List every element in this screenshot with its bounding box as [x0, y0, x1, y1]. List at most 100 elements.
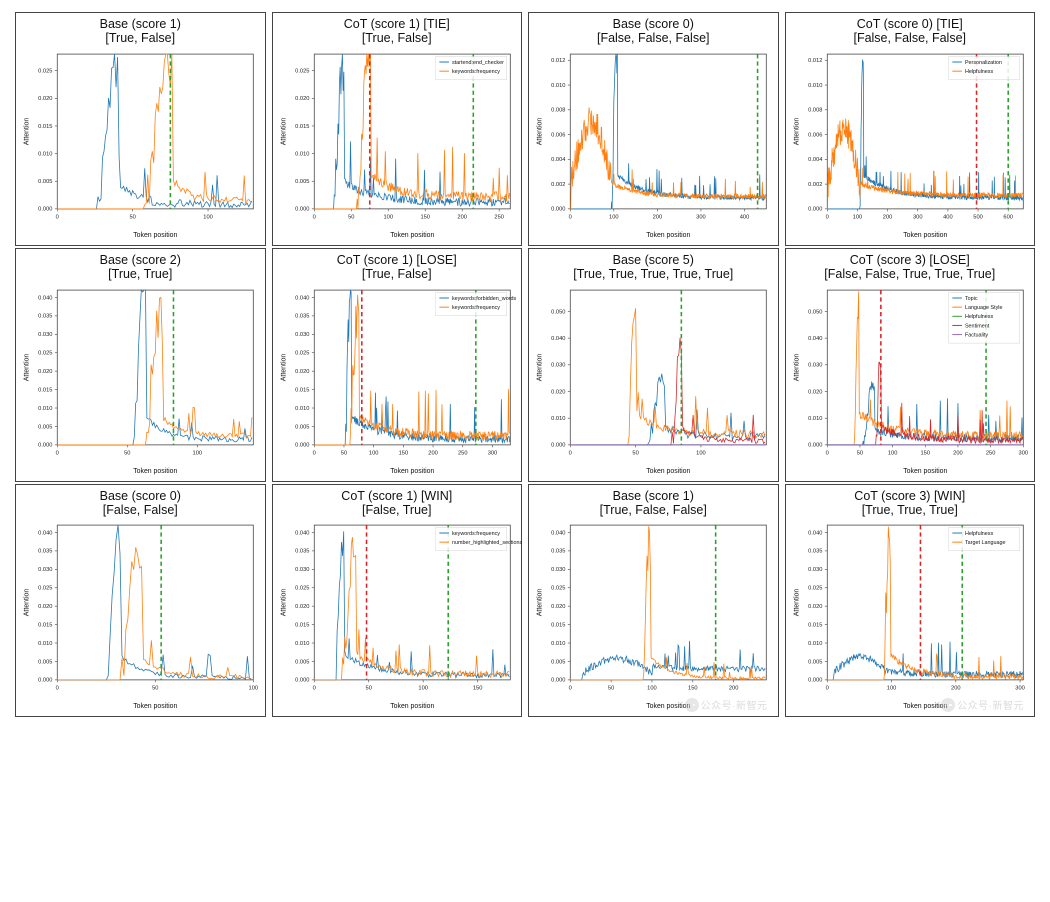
- svg-text:Target Language: Target Language: [964, 540, 1005, 546]
- svg-text:0.015: 0.015: [808, 623, 822, 629]
- svg-text:0.000: 0.000: [295, 206, 309, 212]
- chart-title-a6: CoT (score 1) [WIN] [False, True]: [277, 489, 518, 518]
- attention-trace-grid: Base (score 1) [True, False] 0.000 0.005 0.0…: [15, 12, 1035, 717]
- chart-panel-a4: CoT (score 1) [LOSE] [True, False] 0.000 0.…: [272, 248, 523, 482]
- svg-text:0.030: 0.030: [38, 567, 52, 573]
- chart-panel-b6: CoT (score 3) [WIN] [True, True, True] 0.0…: [785, 484, 1036, 718]
- svg-text:150: 150: [688, 686, 698, 692]
- svg-text:0: 0: [56, 686, 59, 692]
- svg-text:Personalization: Personalization: [964, 60, 1001, 66]
- chart-title-b1: Base (score 0) [False, False, False]: [533, 17, 774, 46]
- svg-text:0.040: 0.040: [295, 531, 309, 537]
- svg-text:0.010: 0.010: [551, 83, 565, 89]
- svg-text:0.010: 0.010: [38, 641, 52, 647]
- svg-text:200: 200: [951, 686, 961, 692]
- svg-text:0.000: 0.000: [38, 442, 52, 448]
- svg-text:0.008: 0.008: [808, 107, 822, 113]
- svg-text:0: 0: [312, 686, 315, 692]
- svg-text:100: 100: [368, 450, 378, 456]
- svg-text:0.040: 0.040: [808, 531, 822, 537]
- svg-text:0.030: 0.030: [551, 362, 565, 368]
- svg-text:0.050: 0.050: [551, 309, 565, 315]
- svg-text:Token position: Token position: [133, 703, 177, 710]
- svg-text:0.010: 0.010: [808, 415, 822, 421]
- svg-text:100: 100: [203, 214, 213, 220]
- svg-text:0.005: 0.005: [808, 660, 822, 666]
- svg-text:Attention: Attention: [280, 589, 287, 617]
- svg-text:0.030: 0.030: [551, 567, 565, 573]
- svg-text:0.000: 0.000: [808, 678, 822, 684]
- svg-text:50: 50: [129, 214, 135, 220]
- svg-text:Attention: Attention: [23, 117, 30, 145]
- svg-text:0: 0: [56, 214, 59, 220]
- svg-text:400: 400: [740, 214, 750, 220]
- svg-text:Helpfulness: Helpfulness: [964, 531, 992, 537]
- svg-text:0.025: 0.025: [38, 586, 52, 592]
- svg-text:0.010: 0.010: [295, 405, 309, 411]
- svg-text:600: 600: [1003, 214, 1013, 220]
- svg-text:0: 0: [312, 214, 315, 220]
- svg-text:0.030: 0.030: [808, 362, 822, 368]
- chart-title-b2: CoT (score 0) [TIE] [False, False, False]: [790, 17, 1031, 46]
- svg-text:0.012: 0.012: [551, 58, 565, 64]
- svg-text:0.035: 0.035: [295, 313, 309, 319]
- svg-text:0.020: 0.020: [551, 389, 565, 395]
- svg-text:0.015: 0.015: [295, 623, 309, 629]
- svg-text:Token position: Token position: [133, 467, 177, 474]
- svg-text:0.010: 0.010: [808, 83, 822, 89]
- svg-text:keywords:forbidden_words: keywords:forbidden_words: [451, 295, 516, 301]
- svg-text:Token position: Token position: [390, 232, 434, 239]
- svg-text:0: 0: [56, 450, 59, 456]
- svg-text:Token position: Token position: [903, 703, 947, 710]
- svg-text:0.025: 0.025: [38, 68, 52, 74]
- svg-text:0.020: 0.020: [295, 368, 309, 374]
- svg-text:300: 300: [1018, 450, 1028, 456]
- svg-text:50: 50: [340, 450, 346, 456]
- chart-title-b5: Base (score 1) [True, False, False]: [533, 489, 774, 518]
- svg-text:0.005: 0.005: [295, 660, 309, 666]
- svg-text:0.004: 0.004: [808, 157, 823, 163]
- svg-text:100: 100: [647, 686, 657, 692]
- svg-text:keywords:frequency: keywords:frequency: [451, 531, 499, 537]
- svg-text:300: 300: [696, 214, 706, 220]
- plot-area-a2: 0.000 0.005 0.010 0.015 0.020 0.025 0 50 100 150 2…: [277, 48, 518, 243]
- svg-text:50: 50: [152, 686, 158, 692]
- svg-text:0.050: 0.050: [808, 309, 822, 315]
- svg-text:Sentiment: Sentiment: [964, 323, 989, 329]
- svg-text:0.005: 0.005: [38, 424, 52, 430]
- svg-text:Token position: Token position: [390, 467, 434, 474]
- plot-area-b2: 0.000 0.002 0.004 0.006 0.008 0.010 0.012 0 100 2…: [790, 48, 1031, 243]
- svg-text:0.035: 0.035: [38, 549, 52, 555]
- svg-text:Token position: Token position: [646, 467, 690, 474]
- svg-text:250: 250: [985, 450, 995, 456]
- plot-area-a3: 0.000 0.005 0.010 0.015 0.020 0.025 0.030 0.035…: [20, 284, 261, 479]
- svg-text:0.025: 0.025: [551, 586, 565, 592]
- svg-text:0.030: 0.030: [295, 567, 309, 573]
- svg-text:150: 150: [472, 686, 482, 692]
- chart-panel-a3: Base (score 2) [True, True] 0.000 0.005 0.01…: [15, 248, 266, 482]
- svg-text:0.010: 0.010: [551, 641, 565, 647]
- svg-text:0.025: 0.025: [38, 350, 52, 356]
- svg-text:Token position: Token position: [646, 703, 690, 710]
- svg-text:0.002: 0.002: [551, 182, 565, 188]
- svg-text:100: 100: [193, 450, 203, 456]
- svg-text:0.000: 0.000: [808, 206, 822, 212]
- svg-text:200: 200: [882, 214, 892, 220]
- svg-text:100: 100: [249, 686, 259, 692]
- chart-panel-b1: Base (score 0) [False, False, False] 0.000…: [528, 12, 779, 246]
- svg-text:0.030: 0.030: [295, 332, 309, 338]
- svg-text:0.000: 0.000: [295, 442, 309, 448]
- svg-text:0.030: 0.030: [38, 332, 52, 338]
- svg-text:0.006: 0.006: [551, 132, 565, 138]
- svg-text:200: 200: [953, 450, 963, 456]
- svg-text:0.040: 0.040: [295, 295, 309, 301]
- svg-text:0.040: 0.040: [38, 295, 52, 301]
- svg-text:0.005: 0.005: [295, 179, 309, 185]
- svg-text:0.035: 0.035: [551, 549, 565, 555]
- svg-text:0.020: 0.020: [295, 604, 309, 610]
- chart-title-a2: CoT (score 1) [TIE] [True, False]: [277, 17, 518, 46]
- svg-text:Attention: Attention: [280, 353, 287, 381]
- plot-area-b3: 0.000 0.010 0.020 0.030 0.040 0.050 0 50 100 Toke…: [533, 284, 774, 479]
- svg-text:0: 0: [825, 214, 828, 220]
- svg-text:0.000: 0.000: [295, 678, 309, 684]
